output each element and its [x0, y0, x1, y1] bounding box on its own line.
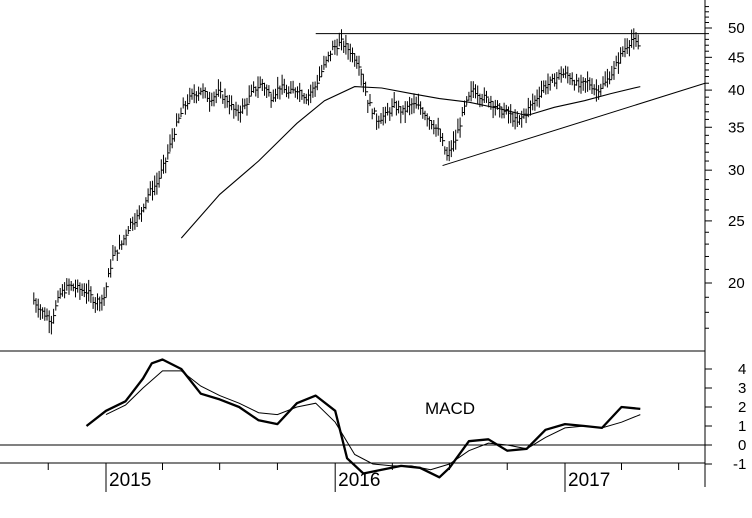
price-bar — [455, 129, 459, 150]
price-panel: 20 25 30 35 40 45 50 — [33, 6, 745, 335]
price-bar — [204, 87, 208, 99]
price-tick-label: 35 — [728, 119, 745, 136]
price-bar — [365, 81, 369, 96]
price-tick-label: 20 — [728, 275, 745, 292]
price-bar — [187, 94, 191, 110]
price-bar — [609, 71, 613, 85]
price-tick-label: 30 — [728, 162, 745, 179]
price-bar — [358, 55, 362, 76]
price-bar — [64, 282, 68, 299]
price-bar — [369, 94, 373, 107]
macd-tick-label: 3 — [738, 380, 746, 397]
price-bar — [110, 259, 114, 278]
price-bar — [231, 95, 235, 111]
macd-tick-label: -1 — [733, 456, 746, 473]
price-bar — [428, 116, 432, 130]
year-label: 2015 — [109, 470, 151, 491]
price-bar — [360, 68, 364, 86]
price-bar — [116, 249, 120, 261]
price-bar — [246, 97, 250, 116]
year-label: 2016 — [338, 470, 380, 491]
macd-signal-line — [105, 370, 641, 471]
price-bar — [173, 128, 177, 142]
price-bar — [127, 226, 131, 234]
moving-average-line — [180, 86, 641, 239]
macd-line — [85, 358, 641, 479]
macd-tick-label: 4 — [738, 361, 746, 378]
price-bar — [165, 157, 169, 174]
price-bar — [486, 90, 489, 103]
price-bar — [464, 100, 467, 116]
price-bar — [53, 308, 57, 324]
macd-tick-label: 0 — [738, 437, 746, 454]
price-bar — [248, 85, 252, 104]
price-bar — [613, 61, 617, 80]
macd-tick-label: 2 — [738, 399, 746, 416]
price-bar — [220, 81, 224, 99]
macd-tick-label: 1 — [738, 418, 746, 435]
time-axis: 2014201520162017 — [47, 463, 680, 492]
price-bar — [103, 287, 107, 306]
macd-title: MACD — [425, 399, 475, 418]
price-bar — [158, 170, 162, 188]
macd-panel: MACD -1 0 1 2 3 4 — [0, 358, 746, 479]
price-tick-label: 40 — [728, 82, 745, 99]
price-bar — [442, 133, 446, 147]
price-tick-label: 25 — [728, 213, 745, 230]
price-bar — [178, 113, 182, 124]
price-tick-label: 50 — [728, 20, 745, 37]
price-bar — [112, 245, 116, 261]
price-bar — [316, 74, 320, 91]
price-bar — [330, 50, 333, 62]
price-bar — [55, 300, 59, 311]
price-bar — [125, 229, 129, 246]
price-bar — [105, 282, 109, 297]
price-bar — [499, 103, 503, 118]
price-axis: 20 25 30 35 40 45 50 — [705, 6, 745, 329]
price-bar — [637, 34, 641, 50]
price-bar — [167, 144, 171, 160]
price-bar — [321, 64, 325, 77]
price-bar — [180, 107, 184, 117]
price-tick-label: 45 — [728, 49, 745, 66]
macd-axis: -1 0 1 2 3 4 — [705, 361, 746, 473]
price-bar — [341, 29, 344, 51]
price-bar — [268, 85, 272, 97]
price-bar — [459, 117, 463, 138]
year-label: 2017 — [568, 470, 610, 491]
support-trendline — [442, 82, 706, 167]
price-bars — [33, 28, 641, 335]
price-bar — [90, 286, 94, 303]
price-bar — [373, 107, 377, 115]
price-bar — [336, 38, 340, 56]
